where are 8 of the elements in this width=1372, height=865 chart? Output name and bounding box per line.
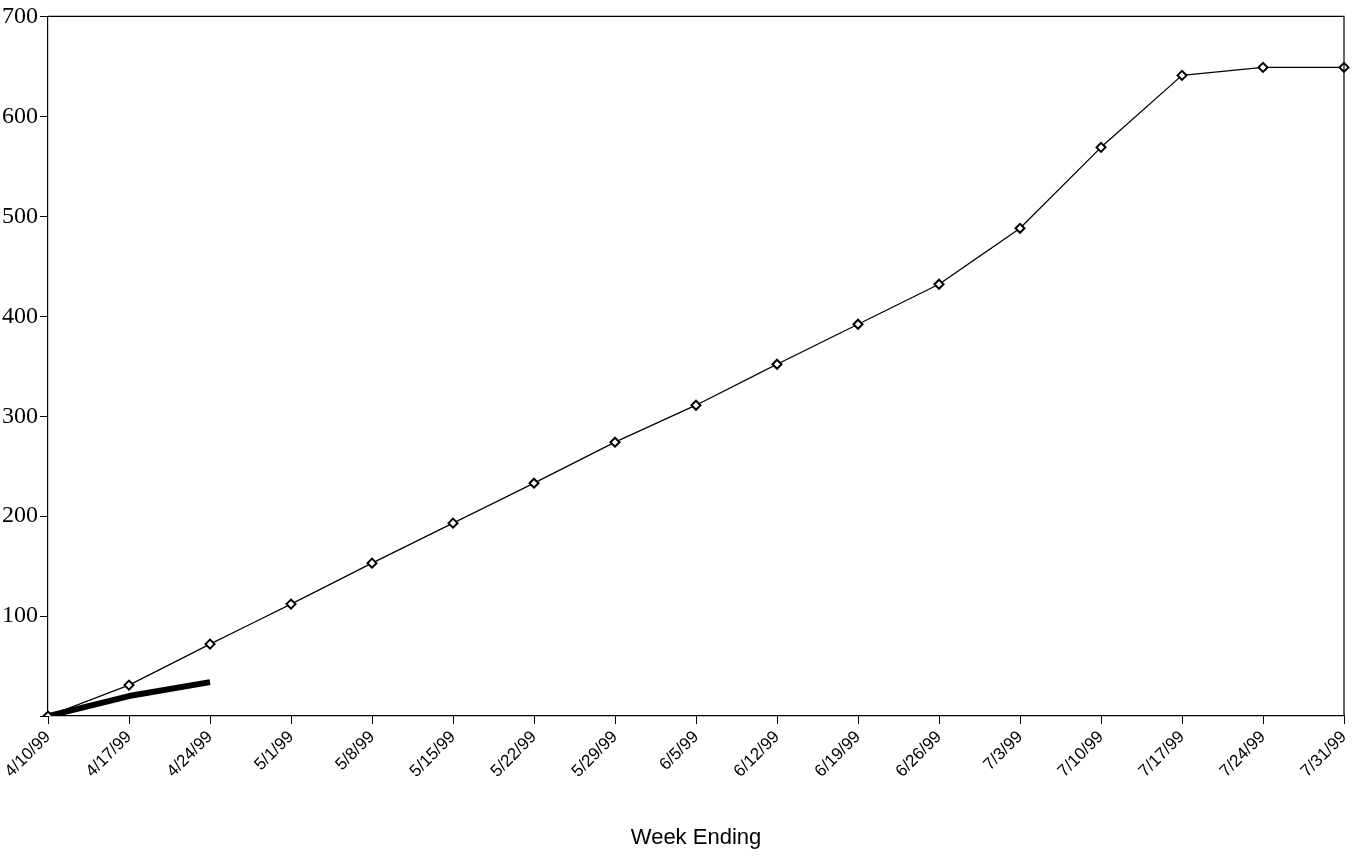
x-axis-title: Week Ending — [630, 823, 762, 849]
y-tick-label: 500 — [2, 201, 38, 228]
y-tick-label: 200 — [2, 501, 38, 528]
y-tick-label: 700 — [2, 1, 38, 28]
y-tick-label: 300 — [2, 401, 38, 428]
y-tick-label: 600 — [2, 101, 38, 128]
y-tick-label: 400 — [2, 301, 38, 328]
y-tick-label: 100 — [2, 601, 38, 628]
